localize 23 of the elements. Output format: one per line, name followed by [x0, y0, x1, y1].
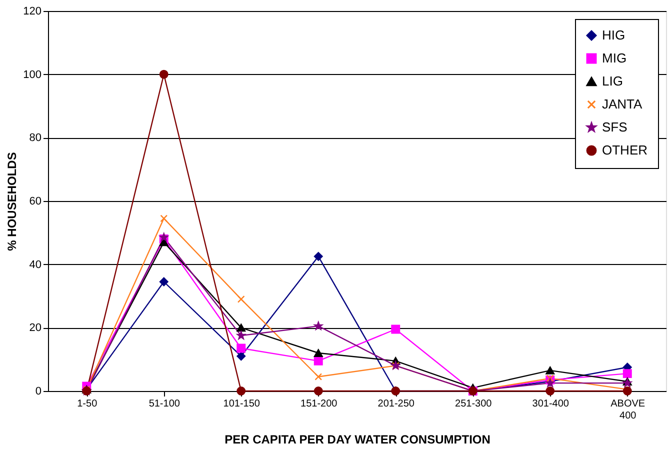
y-tick-label: 20: [29, 322, 42, 334]
x-tick-label: ABOVE 400: [610, 398, 646, 422]
x-tick-label: 201-250: [378, 398, 415, 410]
x-tick-label: 1-50: [77, 398, 98, 410]
x-tick-label: 151-200: [300, 398, 338, 410]
y-tick-label: 0: [35, 386, 42, 398]
legend-label: LIG: [602, 74, 623, 88]
y-tick-label: 60: [29, 196, 42, 208]
legend-label: HIG: [602, 28, 626, 42]
y-tick-label: 40: [29, 258, 42, 271]
x-tick-label: 101-150: [223, 398, 260, 410]
legend-label: MIG: [602, 50, 627, 66]
x-tick-label: 51-100: [148, 398, 180, 410]
x-tick-label: 301-400: [532, 398, 570, 410]
legend-label: JANTA: [602, 96, 643, 112]
x-axis-title: PER CAPITA PER DAY WATER CONSUMPTION: [224, 432, 490, 446]
legend-label: SFS: [602, 120, 628, 134]
legend-label: OTHER: [602, 142, 648, 158]
y-tick-label: 120: [23, 6, 42, 18]
x-tick-label: 251-300: [455, 398, 492, 410]
y-axis-title: % HOUSEHOLDS: [5, 152, 20, 251]
y-tick-label: 100: [23, 68, 42, 81]
y-tick-label: 80: [29, 132, 42, 144]
